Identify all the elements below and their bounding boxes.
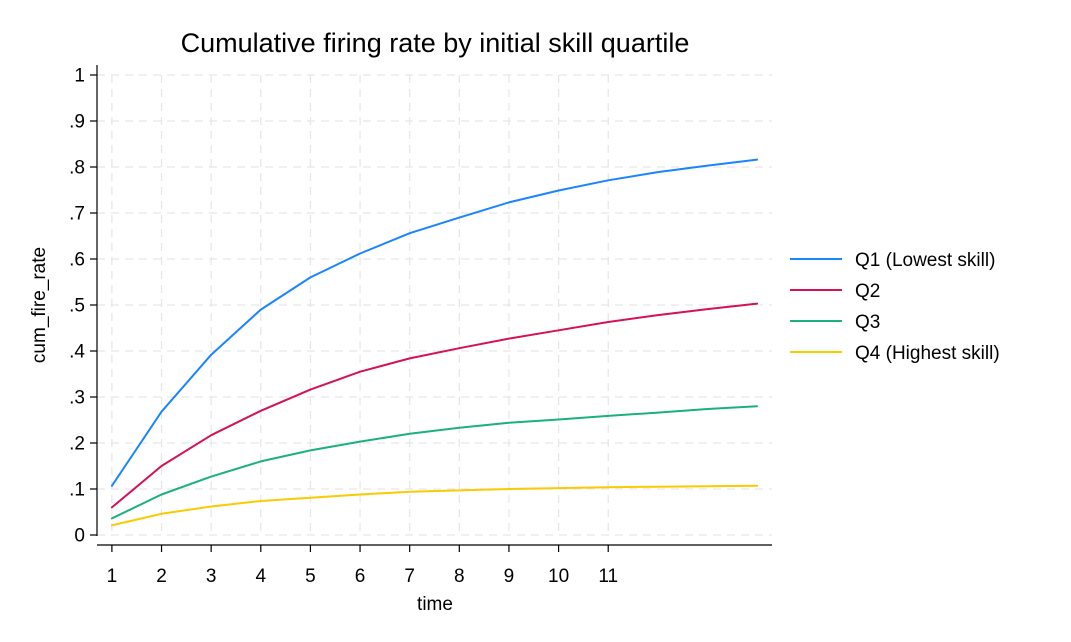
x-tick-label: 1 bbox=[107, 566, 118, 587]
x-axis-title: time bbox=[417, 594, 453, 615]
y-tick-label: .2 bbox=[69, 434, 85, 455]
series-group bbox=[110, 158, 759, 527]
y-axis-title: cum_fire_rate bbox=[29, 247, 50, 363]
legend-item: Q1 (Lowest skill) bbox=[790, 250, 995, 271]
legend-label: Q1 (Lowest skill) bbox=[855, 250, 995, 271]
legend-item: Q3 bbox=[790, 312, 880, 333]
y-tick-label: .9 bbox=[69, 112, 85, 133]
x-tick-label: 7 bbox=[404, 566, 415, 587]
y-tick-label: .5 bbox=[69, 296, 85, 317]
legend-label: Q2 bbox=[855, 281, 880, 302]
chart-title: Cumulative firing rate by initial skill … bbox=[181, 28, 690, 58]
x-tick-label: 3 bbox=[206, 566, 217, 587]
y-tick-label: .8 bbox=[69, 158, 85, 179]
series-line-q2 bbox=[110, 302, 759, 509]
legend-item: Q2 bbox=[790, 281, 880, 302]
grid bbox=[97, 74, 772, 536]
y-tick-label: .1 bbox=[69, 480, 85, 501]
x-tick-label: 8 bbox=[454, 566, 465, 587]
legend-label: Q4 (Highest skill) bbox=[855, 343, 1000, 364]
y-tick-label: 0 bbox=[74, 526, 85, 547]
legend-item: Q4 (Highest skill) bbox=[790, 343, 1000, 364]
x-tick-label: 2 bbox=[156, 566, 167, 587]
x-tick-label: 11 bbox=[598, 566, 618, 587]
x-tick-label: 4 bbox=[255, 566, 266, 587]
series-line-q4 bbox=[110, 484, 759, 527]
y-tick-label: .6 bbox=[69, 250, 85, 271]
x-tick-label: 5 bbox=[305, 566, 316, 587]
y-axis-ticks: 0 .1 .2 .3 .4 .5 .6 .7 .8 .9 1 bbox=[69, 66, 97, 547]
legend-label: Q3 bbox=[855, 312, 880, 333]
x-axis-ticks: 1 2 3 4 5 6 7 8 9 10 11 bbox=[107, 545, 618, 587]
series-line-q1 bbox=[110, 158, 759, 487]
x-tick-label: 6 bbox=[355, 566, 366, 587]
x-tick-label: 9 bbox=[504, 566, 515, 587]
legend: Q1 (Lowest skill) Q2 Q3 Q4 (Highest skill) bbox=[790, 250, 1000, 364]
axes bbox=[96, 65, 772, 546]
y-tick-label: .4 bbox=[69, 342, 85, 363]
series-line-q3 bbox=[110, 405, 759, 520]
y-tick-label: .7 bbox=[69, 204, 85, 225]
x-tick-label: 10 bbox=[548, 566, 569, 587]
y-tick-label: 1 bbox=[74, 66, 85, 87]
y-tick-label: .3 bbox=[69, 388, 85, 409]
